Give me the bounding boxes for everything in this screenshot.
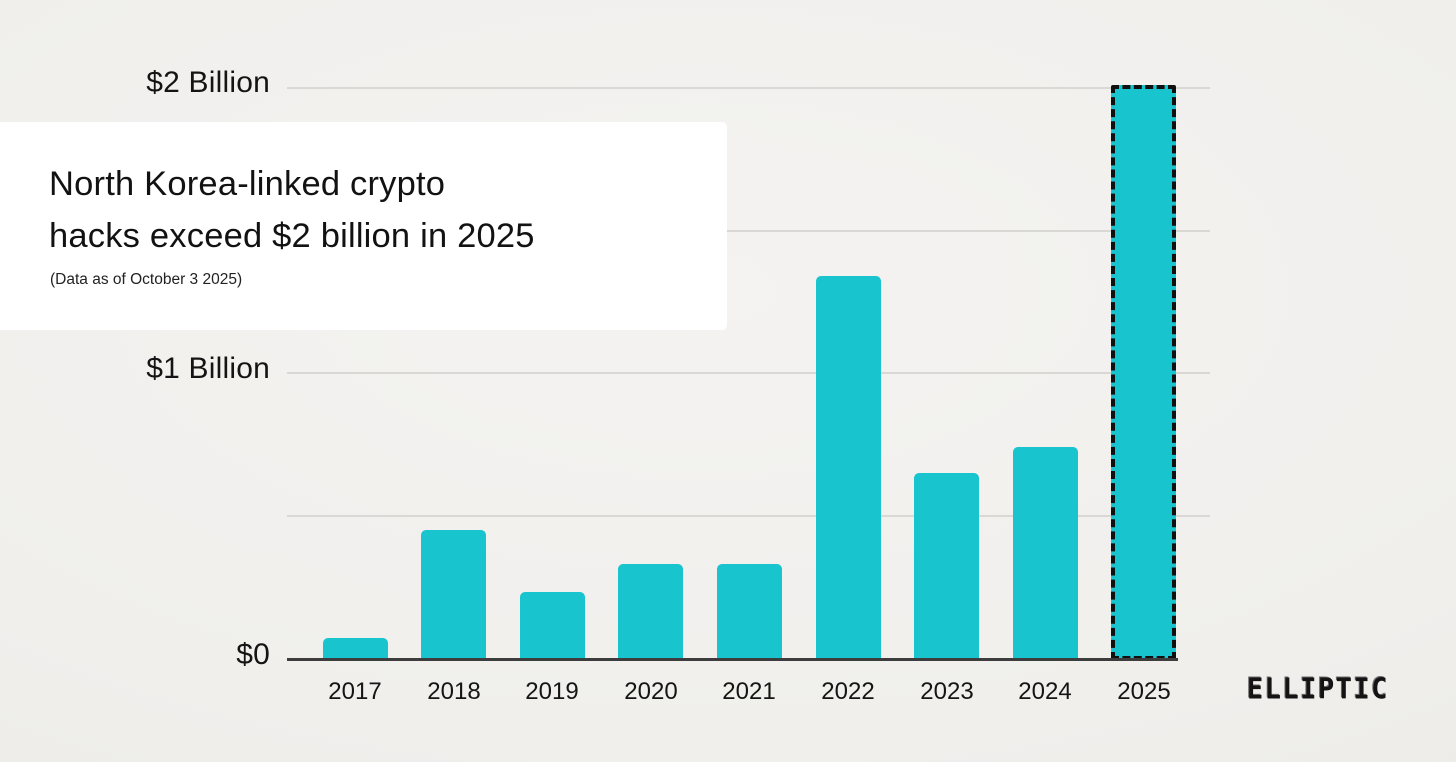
chart-subtitle: (Data as of October 3 2025) [50,271,243,288]
bar-2024 [1013,447,1078,660]
x-label-2020: 2020 [624,678,678,705]
x-label-2024: 2024 [1018,678,1072,705]
x-label-2021: 2021 [722,678,776,705]
gridline-1b [287,372,1210,374]
elliptic-logo: ELLIPTIC [1247,673,1390,706]
bar-2025 [1111,85,1176,660]
gridline-2b [287,87,1210,89]
bar-2022 [816,276,881,660]
x-axis-line [287,658,1178,661]
bar-2021 [717,564,782,660]
bar-2020 [618,564,683,660]
y-tick-zero: $0 [236,638,270,671]
x-label-2019: 2019 [525,678,579,705]
x-label-2025: 2025 [1117,678,1171,705]
bar-2017 [323,638,388,660]
bar-2019 [520,592,585,660]
y-tick-2-billion: $2 Billion [146,66,270,99]
y-tick-1-billion: $1 Billion [146,352,270,385]
chart-title-line2: hacks exceed $2 billion in 2025 [49,217,535,255]
bar-2023 [914,473,979,660]
x-label-2017: 2017 [328,678,382,705]
chart-title-line1: North Korea-linked crypto [49,165,446,203]
gridline-0.5b [287,514,1210,517]
gridline-1.5b [287,229,1210,232]
chart-title: North Korea-linked crypto hacks exceed $… [49,158,697,262]
x-label-2022: 2022 [821,678,875,705]
bar-2018 [421,530,486,660]
x-label-2018: 2018 [427,678,481,705]
x-label-2023: 2023 [920,678,974,705]
title-card: North Korea-linked crypto hacks exceed $… [0,122,727,330]
